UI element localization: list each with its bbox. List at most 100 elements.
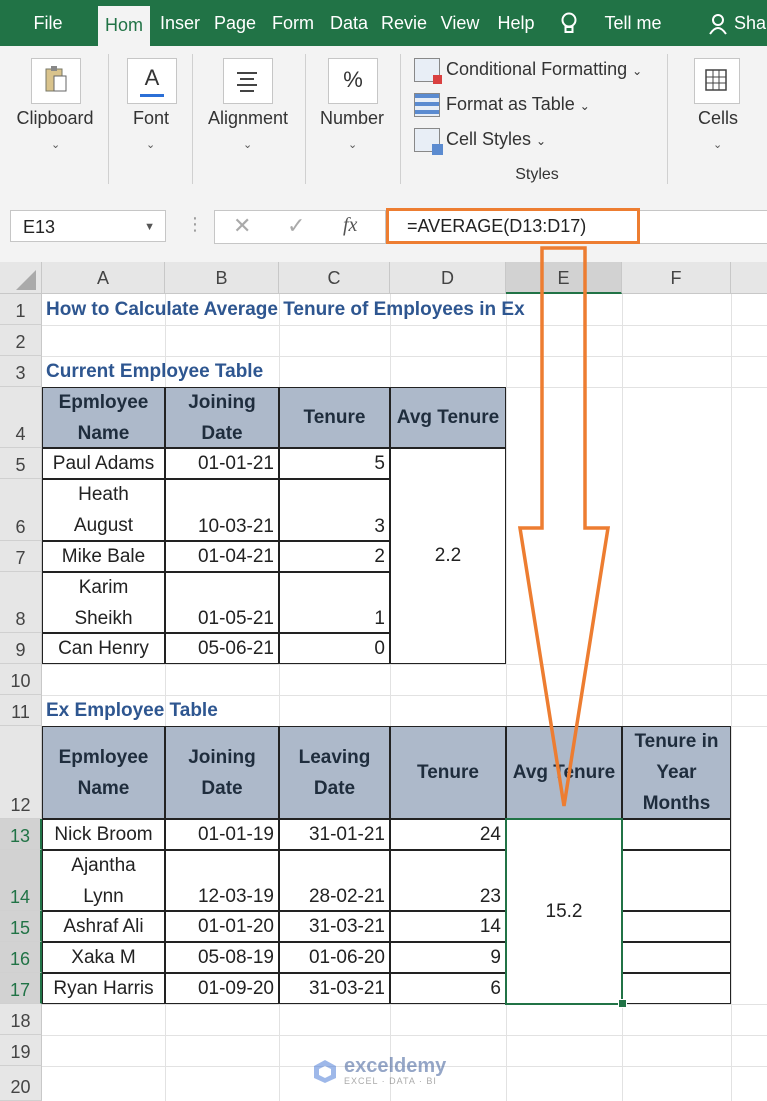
employee-name-cell[interactable]: Mike Bale [42,541,165,572]
row-header[interactable]: 12 [0,726,42,819]
row-header[interactable]: 15 [0,911,42,942]
table-header-cell[interactable]: Tenure in Year Months [622,726,731,819]
tenure-year-months-cell[interactable] [622,911,731,942]
tell-me-search[interactable]: Tell me [604,13,662,33]
fill-handle[interactable] [618,999,627,1008]
date-cell[interactable]: 10-03-21 [165,479,279,541]
row-header[interactable]: 19 [0,1035,42,1066]
table-header-cell[interactable]: Tenure [390,726,506,819]
tab-review[interactable]: Revie [380,13,428,33]
date-cell[interactable]: 01-01-21 [165,448,279,479]
tenure-cell[interactable]: 6 [390,973,506,1004]
chevron-down-icon[interactable]: ⌄ [51,139,61,151]
row-header[interactable]: 14 [0,850,42,911]
date-cell[interactable]: 01-05-21 [165,572,279,633]
column-header-e[interactable]: E [506,262,622,294]
employee-name-cell[interactable]: Heath August [42,479,165,541]
name-box[interactable]: E13 ▼ [10,210,166,242]
column-header-f[interactable]: F [622,262,731,294]
tab-page-layout[interactable]: Page [213,13,257,33]
employee-name-cell[interactable]: Karim Sheikh [42,572,165,633]
row-header[interactable]: 4 [0,387,42,448]
clipboard-button[interactable] [31,58,81,104]
ex-table-title[interactable]: Ex Employee Table [46,699,218,721]
row-header[interactable]: 18 [0,1004,42,1035]
row-header[interactable]: 3 [0,356,42,387]
chevron-down-icon[interactable]: ⌄ [243,139,253,151]
table-header-cell[interactable]: Leaving Date [279,726,390,819]
chevron-down-icon[interactable]: ⌄ [713,139,723,151]
tenure-year-months-cell[interactable] [622,942,731,973]
column-header-c[interactable]: C [279,262,390,294]
cells-button[interactable] [694,58,740,104]
column-header-g[interactable] [731,262,767,294]
row-header[interactable]: 13 [0,819,42,850]
tab-home[interactable]: Hom [98,6,150,46]
table-header-cell[interactable]: Epmloyee Name [42,387,165,448]
employee-name-cell[interactable]: Nick Broom [42,819,165,850]
table-header-cell[interactable]: Epmloyee Name [42,726,165,819]
date-cell[interactable]: 31-03-21 [279,911,390,942]
font-button[interactable]: A [127,58,177,104]
employee-name-cell[interactable]: Ajantha Lynn [42,850,165,911]
tenure-year-months-cell[interactable] [622,819,731,850]
cell-styles-button[interactable]: Cell Styles ⌄ [414,128,546,158]
tab-data[interactable]: Data [329,13,369,33]
table-header-cell[interactable]: Tenure [279,387,390,448]
formula-input-extension[interactable] [640,210,767,244]
column-header-a[interactable]: A [42,262,165,294]
tenure-cell[interactable]: 3 [279,479,390,541]
chevron-down-icon[interactable]: ⌄ [146,139,156,151]
date-cell[interactable]: 01-01-20 [165,911,279,942]
row-header[interactable]: 7 [0,541,42,572]
cancel-icon[interactable]: ✕ [233,213,252,238]
tenure-cell[interactable]: 14 [390,911,506,942]
tab-file[interactable]: File [33,13,63,33]
alignment-button[interactable] [223,58,273,104]
column-header-d[interactable]: D [390,262,506,294]
employee-name-cell[interactable]: Can Henry [42,633,165,664]
tab-insert[interactable]: Inser [159,13,201,33]
avg-tenure-selected-cell[interactable]: 15.2 [505,818,623,1005]
tenure-cell[interactable]: 24 [390,819,506,850]
row-header[interactable]: 9 [0,633,42,664]
column-header-b[interactable]: B [165,262,279,294]
date-cell[interactable]: 31-03-21 [279,973,390,1004]
employee-name-cell[interactable]: Paul Adams [42,448,165,479]
share-button[interactable]: Sha [734,13,767,33]
tab-help[interactable]: Help [497,13,535,33]
date-cell[interactable]: 01-06-20 [279,942,390,973]
date-cell[interactable]: 12-03-19 [165,850,279,911]
formula-input[interactable]: =AVERAGE(D13:D17) [386,208,640,244]
tenure-cell[interactable]: 1 [279,572,390,633]
tenure-cell[interactable]: 9 [390,942,506,973]
avg-tenure-merged-cell[interactable]: 2.2 [390,448,506,664]
select-all-corner[interactable] [0,262,42,294]
number-button[interactable]: % [328,58,378,104]
employee-name-cell[interactable]: Ashraf Ali [42,911,165,942]
conditional-formatting-button[interactable]: Conditional Formatting ⌄ [414,58,642,88]
table-header-cell[interactable]: Avg Tenure [506,726,622,819]
tenure-cell[interactable]: 0 [279,633,390,664]
format-as-table-button[interactable]: Format as Table ⌄ [414,93,590,123]
chevron-down-icon[interactable]: ⌄ [348,139,358,151]
row-header[interactable]: 6 [0,479,42,541]
table-header-cell[interactable]: Joining Date [165,387,279,448]
row-header[interactable]: 8 [0,572,42,633]
employee-name-cell[interactable]: Xaka M [42,942,165,973]
tenure-cell[interactable]: 5 [279,448,390,479]
row-header[interactable]: 10 [0,664,42,695]
date-cell[interactable]: 31-01-21 [279,819,390,850]
table-header-cell[interactable]: Avg Tenure [390,387,506,448]
chevron-down-icon[interactable]: ▼ [144,221,155,233]
current-table-title[interactable]: Current Employee Table [46,360,264,382]
row-header[interactable]: 11 [0,695,42,726]
row-header[interactable]: 16 [0,942,42,973]
tenure-cell[interactable]: 2 [279,541,390,572]
date-cell[interactable]: 05-06-21 [165,633,279,664]
table-header-cell[interactable]: Joining Date [165,726,279,819]
tenure-year-months-cell[interactable] [622,973,731,1004]
row-header[interactable]: 2 [0,325,42,356]
row-header[interactable]: 1 [0,294,42,325]
date-cell[interactable]: 01-04-21 [165,541,279,572]
